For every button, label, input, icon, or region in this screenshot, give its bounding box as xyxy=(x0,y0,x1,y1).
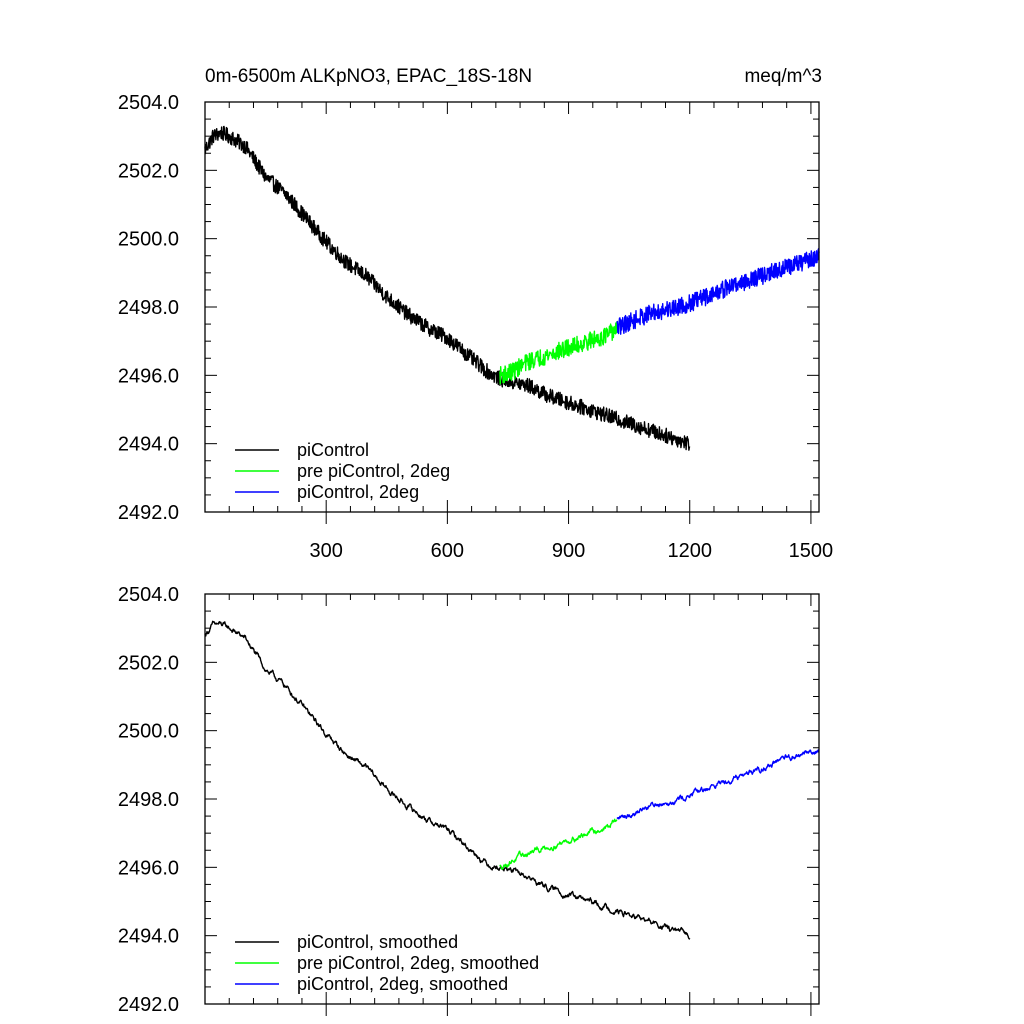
series-line-picontrol-smoothed xyxy=(204,620,691,940)
series-line-picontrol-2deg-smoothed xyxy=(616,749,820,820)
y-tick-label: 2500.0 xyxy=(118,721,179,743)
x-tick-label: 900 xyxy=(552,540,585,562)
legend-label: piControl, smoothed xyxy=(297,932,458,952)
series-line-picontrol xyxy=(204,125,691,451)
chart-units: meq/m^3 xyxy=(744,66,822,87)
series-line-pre-picontrol-2deg xyxy=(499,321,618,385)
y-tick-label: 2492.0 xyxy=(118,994,179,1016)
legend-label: piControl, 2deg, smoothed xyxy=(297,974,508,994)
legend-label: piControl, 2deg xyxy=(297,482,419,502)
top-panel: 0m-6500m ALKpNO3, EPAC_18S-18N meq/m^3 2… xyxy=(118,66,833,562)
chart-title: 0m-6500m ALKpNO3, EPAC_18S-18N xyxy=(205,66,532,87)
plot-frame xyxy=(204,101,820,513)
y-tick-label: 2494.0 xyxy=(118,926,179,948)
x-tick-label: 1200 xyxy=(667,540,712,562)
legend-label: pre piControl, 2deg, smoothed xyxy=(297,953,539,973)
y-tick-label: 2498.0 xyxy=(118,297,179,319)
y-tick-label: 2498.0 xyxy=(118,789,179,811)
y-tick-label: 2496.0 xyxy=(118,365,179,387)
series-line-picontrol-2deg xyxy=(616,247,820,335)
y-tick-label: 2500.0 xyxy=(118,229,179,251)
plot-frame xyxy=(204,593,820,1005)
y-tick-label: 2494.0 xyxy=(118,434,179,456)
bottom-panel: 2492.0 2494.0 2496.0 2498.0 2500.0 2502.0 2504… xyxy=(118,584,820,1016)
y-tick-label: 2504.0 xyxy=(118,584,179,606)
y-tick-label: 2496.0 xyxy=(118,857,179,879)
y-tick-label: 2502.0 xyxy=(118,652,179,674)
series-line-pre-picontrol-2deg-smoothed xyxy=(499,818,618,870)
y-tick-label: 2502.0 xyxy=(118,160,179,182)
x-tick-label: 600 xyxy=(431,540,464,562)
y-tick-label: 2492.0 xyxy=(118,502,179,524)
legend-label: pre piControl, 2deg xyxy=(297,461,450,481)
y-tick-label: 2504.0 xyxy=(118,92,179,114)
x-tick-label: 1500 xyxy=(789,540,834,562)
legend-label: piControl xyxy=(297,440,369,460)
x-tick-label: 300 xyxy=(309,540,342,562)
